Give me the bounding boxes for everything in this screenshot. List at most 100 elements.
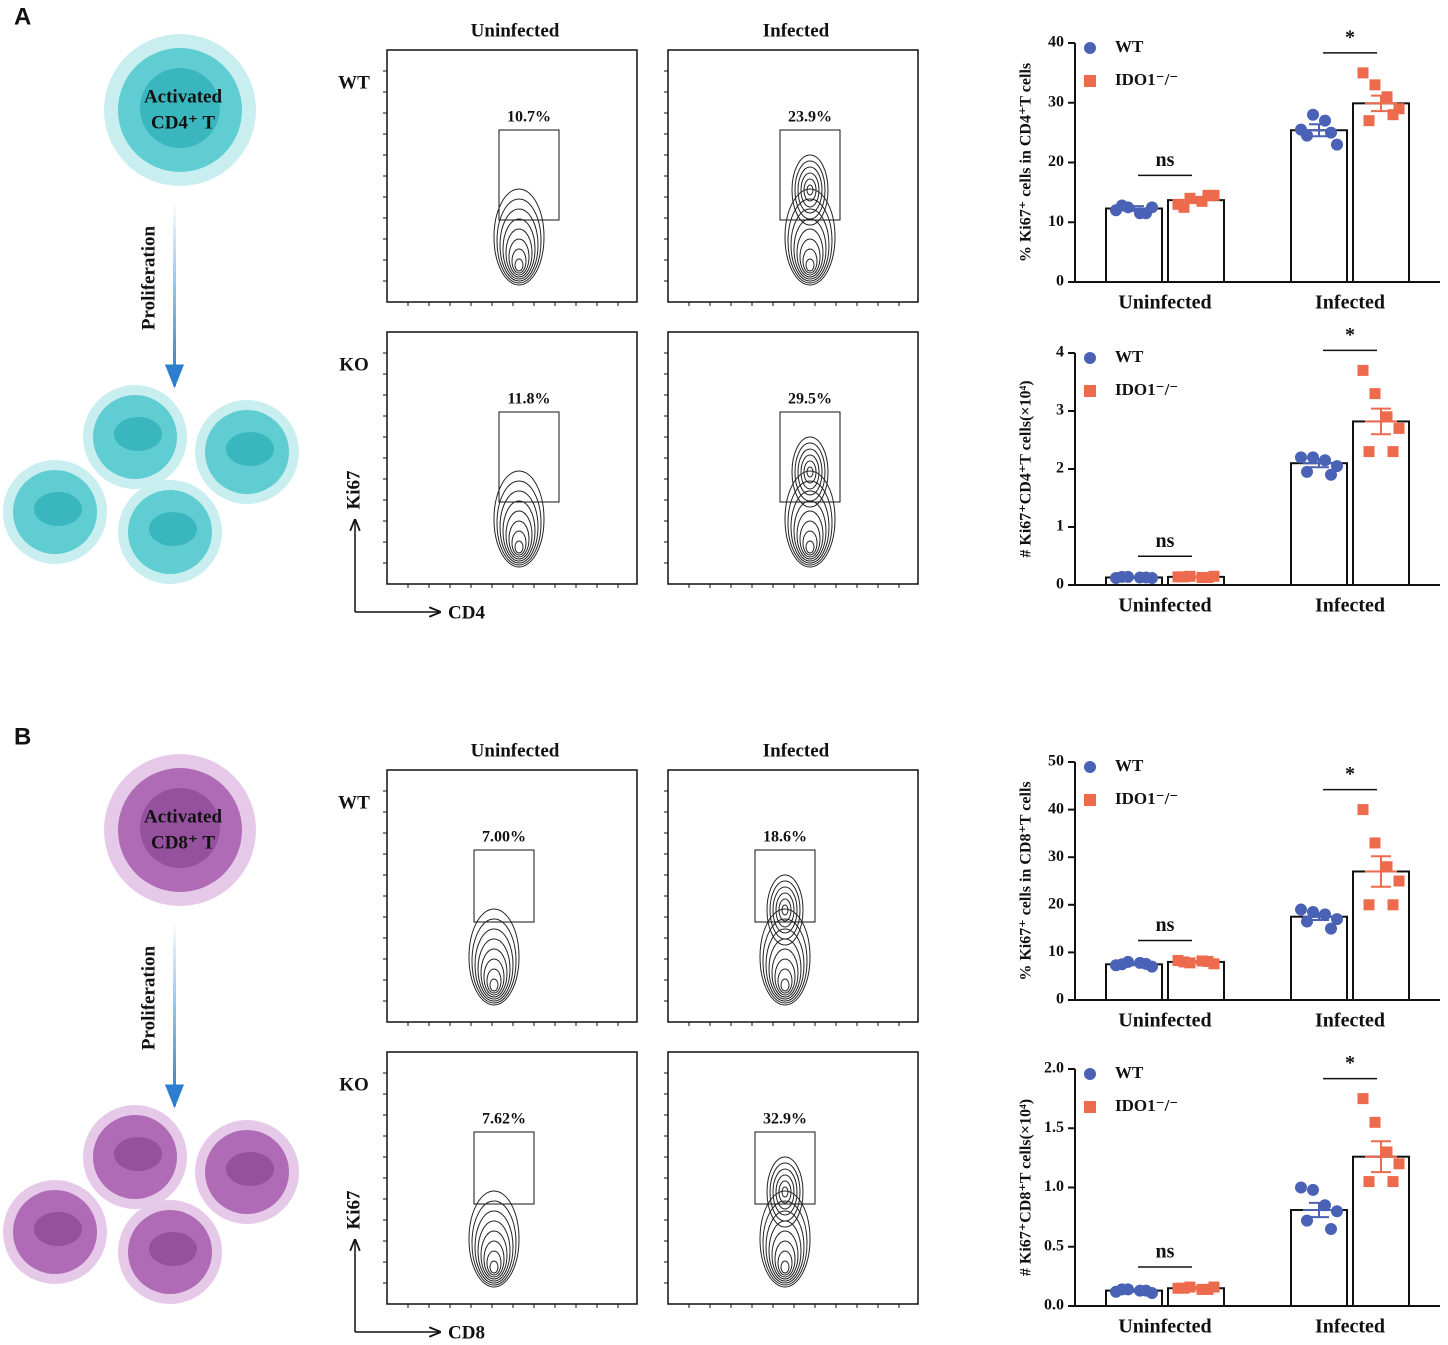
y-tick-label: 30 xyxy=(1048,93,1064,110)
significance-label: ns xyxy=(1156,149,1175,171)
contour xyxy=(778,1180,792,1204)
y-tick-label: 10 xyxy=(1048,943,1064,960)
legend-label: WT xyxy=(1115,37,1144,56)
gate-percent: 11.8% xyxy=(507,391,550,408)
data-point xyxy=(1140,1284,1152,1297)
contour xyxy=(489,978,499,992)
data-point xyxy=(1319,1199,1331,1212)
data-point xyxy=(1116,570,1128,583)
cell-label: Activated xyxy=(144,806,223,827)
flow-plot-frame xyxy=(667,1051,919,1305)
cell-nucleus xyxy=(226,432,274,466)
flow-x-axis-label: CD8 xyxy=(448,1322,485,1343)
data-point xyxy=(1184,1281,1196,1293)
contour xyxy=(508,238,530,276)
cell-nucleus xyxy=(34,492,82,526)
x-tick-label: Uninfected xyxy=(1118,1316,1211,1338)
column-header: Infected xyxy=(763,20,830,41)
contour xyxy=(477,938,511,1000)
contour xyxy=(774,958,796,996)
x-tick-label: Infected xyxy=(1315,292,1385,314)
panel-label: A xyxy=(14,3,31,30)
data-point xyxy=(1319,908,1331,921)
contour xyxy=(499,490,539,564)
cell-label: CD4⁺ T xyxy=(151,112,215,133)
gate-percent: 7.62% xyxy=(482,1111,526,1128)
contour xyxy=(802,248,818,274)
y-tick-label: 1.0 xyxy=(1044,1178,1064,1195)
contour xyxy=(496,480,542,566)
bar xyxy=(1105,207,1163,284)
data-point xyxy=(1184,192,1196,204)
contour xyxy=(800,454,820,490)
contour xyxy=(781,1186,789,1198)
data-point xyxy=(1196,195,1208,207)
contour xyxy=(765,928,805,1002)
data-point xyxy=(1202,571,1214,583)
data-point xyxy=(1208,189,1220,201)
contour xyxy=(802,530,818,556)
arrow-label: Proliferation xyxy=(138,946,159,1051)
contour xyxy=(806,184,814,196)
legend-label: WT xyxy=(1115,1063,1144,1082)
gate-percent: 7.00% xyxy=(482,829,526,846)
significance-label: ns xyxy=(1156,914,1175,936)
contour xyxy=(471,1200,517,1286)
contour xyxy=(796,228,824,278)
contour xyxy=(790,208,830,282)
y-tick-label: 50 xyxy=(1048,753,1064,770)
data-point xyxy=(1357,804,1369,816)
gate xyxy=(779,411,841,503)
contour xyxy=(805,540,815,554)
contour xyxy=(769,880,801,940)
bar xyxy=(1352,420,1410,586)
cell-label: Activated xyxy=(144,86,223,107)
contour xyxy=(777,968,793,994)
legend-marker xyxy=(1084,42,1096,54)
contour xyxy=(483,1240,505,1278)
data-point xyxy=(1301,465,1313,478)
x-tick-label: Uninfected xyxy=(1118,1010,1211,1032)
data-point xyxy=(1363,899,1375,911)
data-point xyxy=(1325,126,1337,139)
row-label: KO xyxy=(339,354,369,375)
column-header: Infected xyxy=(763,740,830,761)
y-axis-label: # Ki67⁺CD4⁺T cells(×10⁴) xyxy=(1018,380,1035,557)
error-bar xyxy=(1180,959,1212,964)
legend-label: IDO1⁻/⁻ xyxy=(1115,70,1178,89)
contour xyxy=(468,908,520,1006)
contour xyxy=(762,918,808,1004)
arrow-label: Proliferation xyxy=(138,226,159,331)
contour xyxy=(772,1168,798,1216)
contour xyxy=(502,218,536,280)
x-tick-label: Uninfected xyxy=(1118,292,1211,314)
data-point xyxy=(1393,103,1405,115)
y-tick-label: 10 xyxy=(1048,213,1064,230)
contour xyxy=(493,188,545,286)
data-point xyxy=(1307,451,1319,464)
data-point xyxy=(1202,1283,1214,1295)
error-bar xyxy=(1118,962,1150,967)
x-tick-label: Infected xyxy=(1315,1316,1385,1338)
data-point xyxy=(1208,958,1220,970)
cell-nucleus xyxy=(114,417,162,451)
data-point xyxy=(1369,1116,1381,1128)
error-bar xyxy=(1303,458,1335,469)
error-bar xyxy=(1118,205,1150,212)
gate xyxy=(754,1131,816,1205)
flow-x-axis-label: CD4 xyxy=(448,602,485,623)
x-tick-label: Infected xyxy=(1315,595,1385,617)
data-point xyxy=(1172,954,1184,966)
gate xyxy=(498,411,560,503)
data-point xyxy=(1178,571,1190,583)
contour xyxy=(514,258,524,272)
data-point xyxy=(1196,571,1208,583)
contour xyxy=(489,1260,499,1274)
contour xyxy=(780,1260,790,1274)
significance-label: * xyxy=(1345,26,1355,48)
error-bar xyxy=(1180,575,1212,579)
flow-plot-frame xyxy=(667,769,919,1023)
contour xyxy=(759,1190,811,1288)
y-tick-label: 0 xyxy=(1056,991,1064,1008)
